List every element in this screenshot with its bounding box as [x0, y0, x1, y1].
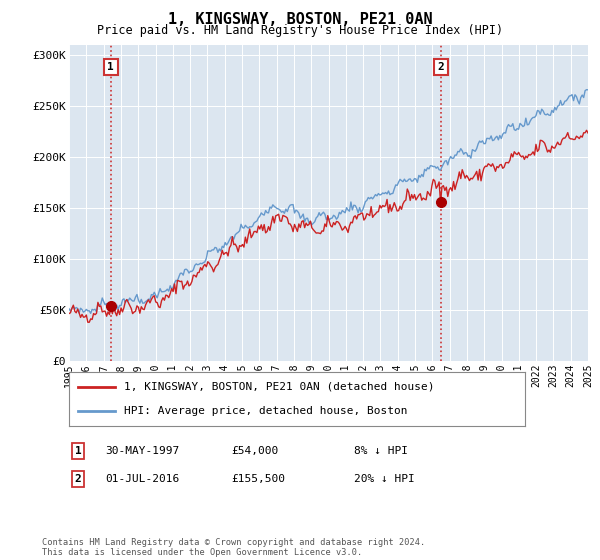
Text: Price paid vs. HM Land Registry's House Price Index (HPI): Price paid vs. HM Land Registry's House …: [97, 24, 503, 36]
Text: £155,500: £155,500: [231, 474, 285, 484]
Text: 1: 1: [74, 446, 82, 456]
Text: 01-JUL-2016: 01-JUL-2016: [105, 474, 179, 484]
Text: 1, KINGSWAY, BOSTON, PE21 0AN (detached house): 1, KINGSWAY, BOSTON, PE21 0AN (detached …: [124, 382, 434, 392]
Text: 1, KINGSWAY, BOSTON, PE21 0AN: 1, KINGSWAY, BOSTON, PE21 0AN: [167, 12, 433, 27]
Text: 2: 2: [74, 474, 82, 484]
Text: 8% ↓ HPI: 8% ↓ HPI: [354, 446, 408, 456]
Text: 30-MAY-1997: 30-MAY-1997: [105, 446, 179, 456]
Text: 1: 1: [107, 62, 114, 72]
Text: Contains HM Land Registry data © Crown copyright and database right 2024.
This d: Contains HM Land Registry data © Crown c…: [42, 538, 425, 557]
Text: £54,000: £54,000: [231, 446, 278, 456]
Text: 20% ↓ HPI: 20% ↓ HPI: [354, 474, 415, 484]
Text: HPI: Average price, detached house, Boston: HPI: Average price, detached house, Bost…: [124, 406, 407, 416]
Text: 2: 2: [437, 62, 445, 72]
